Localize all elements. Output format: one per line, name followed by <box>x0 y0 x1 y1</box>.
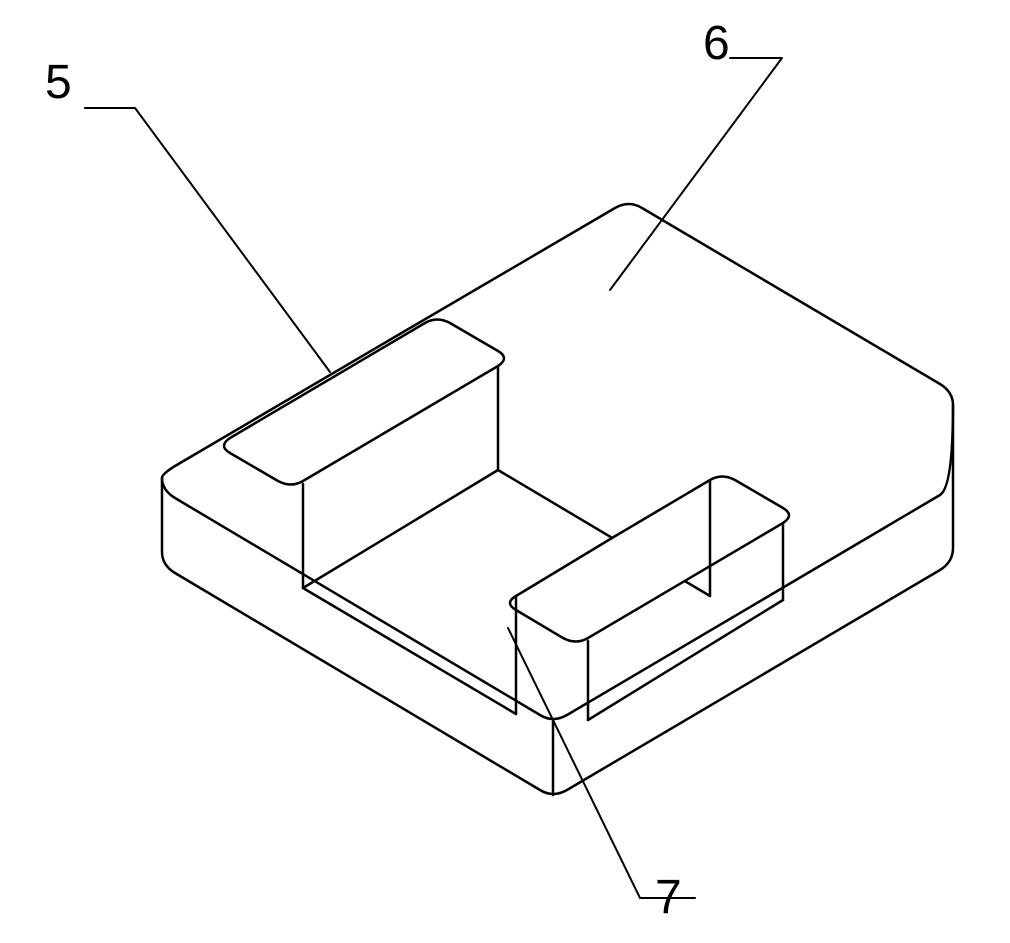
technical-diagram <box>0 0 1010 943</box>
callout-label-6: 6 <box>703 16 730 71</box>
callout-label-7: 7 <box>655 870 682 925</box>
callout-label-5: 5 <box>45 55 72 110</box>
